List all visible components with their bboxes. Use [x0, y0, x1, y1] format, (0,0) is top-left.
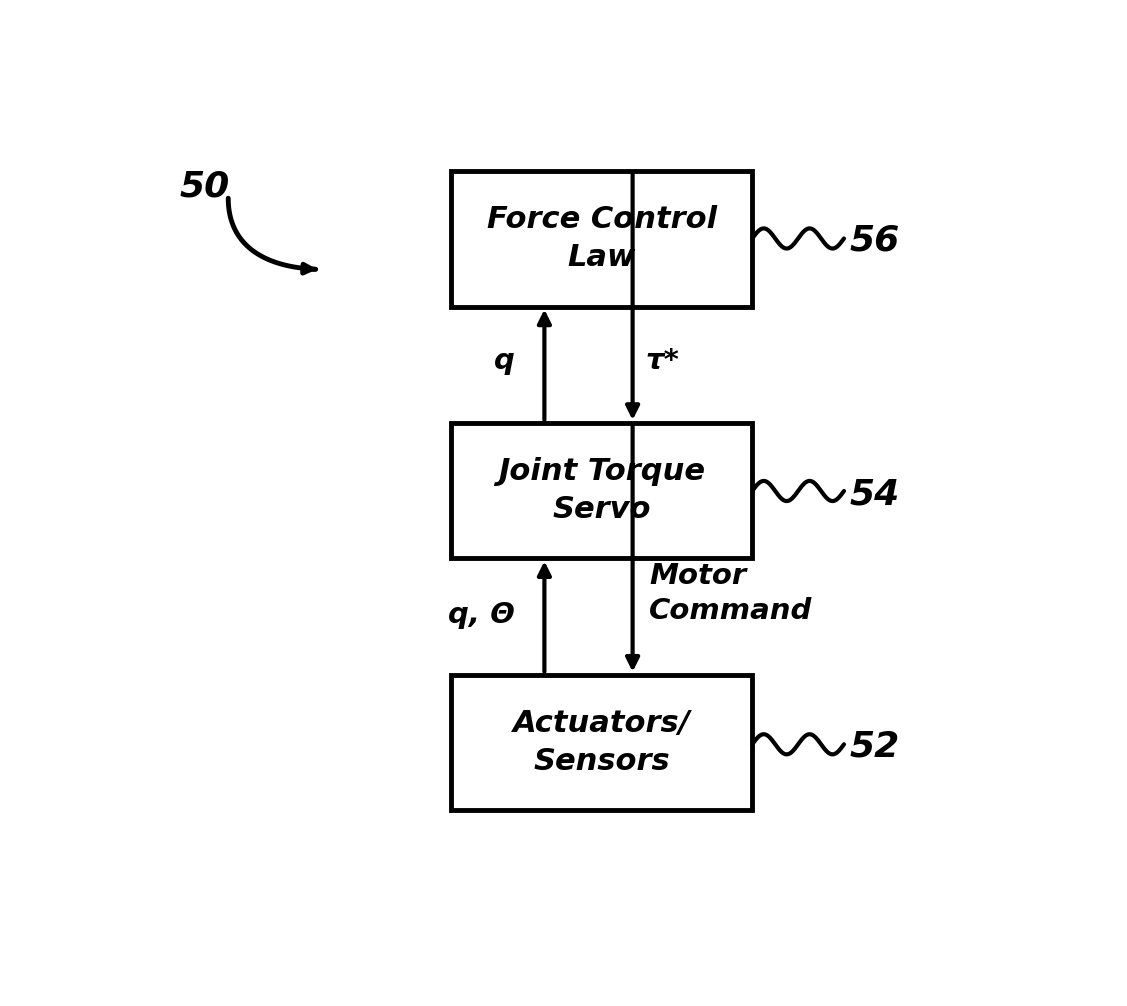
Bar	[451, 675, 753, 810]
Text: Joint Torque
Servo: Joint Torque Servo	[498, 457, 706, 524]
Bar	[451, 423, 753, 558]
Text: q: q	[494, 347, 515, 375]
Text: 54: 54	[850, 477, 899, 511]
Text: 50: 50	[179, 170, 230, 203]
Text: 52: 52	[850, 729, 899, 764]
Bar	[451, 171, 753, 307]
Text: τ*: τ*	[646, 347, 680, 375]
Text: 56: 56	[850, 223, 899, 258]
Text: Motor
Command: Motor Command	[649, 562, 813, 625]
Text: Force Control
Law: Force Control Law	[487, 205, 717, 273]
Text: Actuators/
Sensors: Actuators/ Sensors	[513, 709, 691, 776]
Text: q, Θ: q, Θ	[447, 601, 515, 629]
